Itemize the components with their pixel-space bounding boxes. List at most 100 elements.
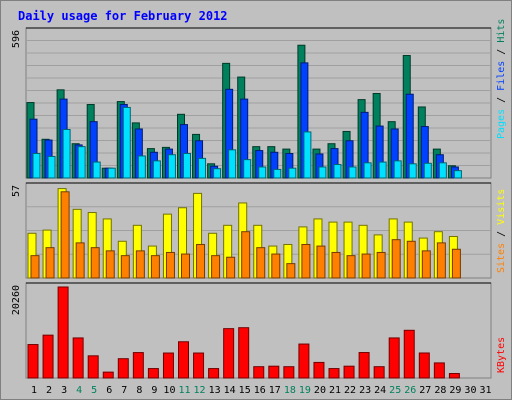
bar-pages-day-20 (318, 166, 327, 179)
bar-kbytes-day-22 (343, 365, 355, 379)
bar-pages-day-13 (213, 168, 222, 179)
bar-sites-day-13 (211, 255, 221, 279)
bar-kbytes-day-1 (27, 344, 39, 379)
bar-pages-day-27 (423, 162, 432, 179)
bar-pages-day-7 (122, 106, 131, 179)
legend-kbytes: KBytes (496, 337, 507, 373)
y-max-label-visits: 57 (11, 185, 22, 197)
bar-pages-day-4 (77, 146, 86, 179)
bar-sites-day-18 (286, 263, 296, 279)
bar-kbytes-day-25 (388, 337, 400, 379)
x-tick-day-14: 14 (224, 385, 236, 396)
bar-pages-day-10 (167, 154, 176, 179)
bar-sites-day-8 (135, 250, 145, 279)
bar-pages-day-28 (438, 162, 447, 179)
bar-kbytes-day-6 (102, 371, 114, 379)
bar-kbytes-day-29 (448, 373, 460, 379)
x-tick-day-8: 8 (136, 385, 142, 396)
bar-pages-day-8 (137, 155, 146, 179)
bar-sites-day-2 (45, 247, 55, 279)
bar-sites-day-25 (391, 239, 401, 279)
bar-kbytes-day-27 (418, 352, 430, 379)
bar-kbytes-day-21 (328, 368, 340, 379)
x-tick-day-18: 18 (284, 385, 296, 396)
legend-files: Files (496, 61, 507, 91)
bar-sites-day-1 (30, 255, 40, 279)
bar-sites-day-28 (436, 242, 446, 279)
bar-kbytes-day-26 (403, 329, 415, 379)
y-max-label-kbytes: 20260 (11, 285, 22, 315)
bar-pages-day-9 (152, 160, 161, 179)
bar-sites-day-5 (90, 247, 100, 279)
bar-kbytes-day-14 (223, 328, 235, 379)
x-tick-day-13: 13 (209, 385, 221, 396)
bar-kbytes-day-11 (178, 341, 189, 379)
bar-kbytes-day-24 (373, 366, 385, 379)
bar-pages-day-2 (47, 155, 56, 179)
bar-sites-day-24 (376, 251, 386, 279)
x-tick-day-21: 21 (329, 385, 341, 396)
x-tick-day-10: 10 (163, 385, 175, 396)
bar-pages-day-22 (348, 166, 357, 179)
bar-pages-day-12 (198, 157, 207, 179)
x-tick-day-26: 26 (404, 385, 416, 396)
bar-pages-day-11 (183, 153, 191, 179)
x-tick-day-2: 2 (46, 385, 52, 396)
bar-sites-day-11 (181, 253, 190, 279)
bar-sites-day-17 (271, 253, 281, 279)
x-tick-day-31: 31 (479, 385, 491, 396)
bar-kbytes-day-16 (253, 366, 265, 379)
bar-sites-day-16 (256, 247, 266, 279)
x-tick-day-7: 7 (121, 385, 127, 396)
bar-kbytes-day-8 (132, 352, 144, 379)
x-tick-day-4: 4 (76, 385, 82, 396)
bar-sites-day-15 (241, 231, 251, 279)
bar-kbytes-day-20 (313, 361, 325, 379)
x-tick-day-1: 1 (31, 385, 37, 396)
bar-sites-day-10 (165, 251, 175, 279)
bar-kbytes-day-4 (72, 337, 84, 379)
chart-title: Daily usage for February 2012 (18, 9, 228, 23)
x-tick-day-29: 29 (449, 385, 461, 396)
bar-pages-day-18 (288, 167, 297, 179)
legend-visits-panel: Sites / Visits (496, 189, 507, 273)
bar-pages-day-15 (243, 159, 252, 179)
bar-pages-day-16 (258, 166, 267, 179)
x-tick-day-11: 11 (178, 385, 190, 396)
legend-visits: Visits (496, 189, 507, 225)
bar-sites-day-3 (60, 191, 70, 279)
bar-sites-day-26 (406, 240, 416, 279)
x-tick-day-9: 9 (151, 385, 157, 396)
bar-kbytes-day-19 (298, 343, 310, 379)
x-tick-day-22: 22 (344, 385, 356, 396)
bar-sites-day-4 (75, 242, 85, 279)
bar-kbytes-day-5 (87, 355, 99, 379)
bar-pages-day-23 (363, 162, 372, 179)
x-tick-day-30: 30 (464, 385, 476, 396)
bar-sites-day-6 (105, 250, 115, 279)
x-tick-day-6: 6 (106, 385, 112, 396)
legend-hits: Hits (496, 19, 507, 43)
bar-sites-day-19 (301, 243, 311, 279)
x-tick-day-23: 23 (359, 385, 371, 396)
bar-kbytes-day-7 (117, 358, 129, 379)
bar-pages-day-14 (228, 149, 237, 179)
bar-sites-day-14 (226, 256, 236, 279)
bar-pages-day-17 (273, 168, 282, 179)
bar-pages-day-1 (32, 153, 41, 179)
bar-sites-day-27 (421, 250, 431, 279)
bar-sites-day-12 (196, 243, 206, 279)
x-tick-day-15: 15 (239, 385, 251, 396)
bar-sites-day-7 (120, 255, 130, 279)
bar-kbytes-day-9 (147, 368, 159, 379)
bar-pages-day-19 (303, 131, 312, 179)
bar-kbytes-day-3 (57, 286, 69, 379)
bar-sites-day-23 (361, 253, 371, 279)
bar-sites-day-20 (316, 245, 326, 279)
bar-kbytes-day-23 (358, 352, 370, 379)
legend-pages: Pages (496, 109, 507, 139)
x-tick-day-24: 24 (374, 385, 386, 396)
x-tick-day-25: 25 (389, 385, 401, 396)
